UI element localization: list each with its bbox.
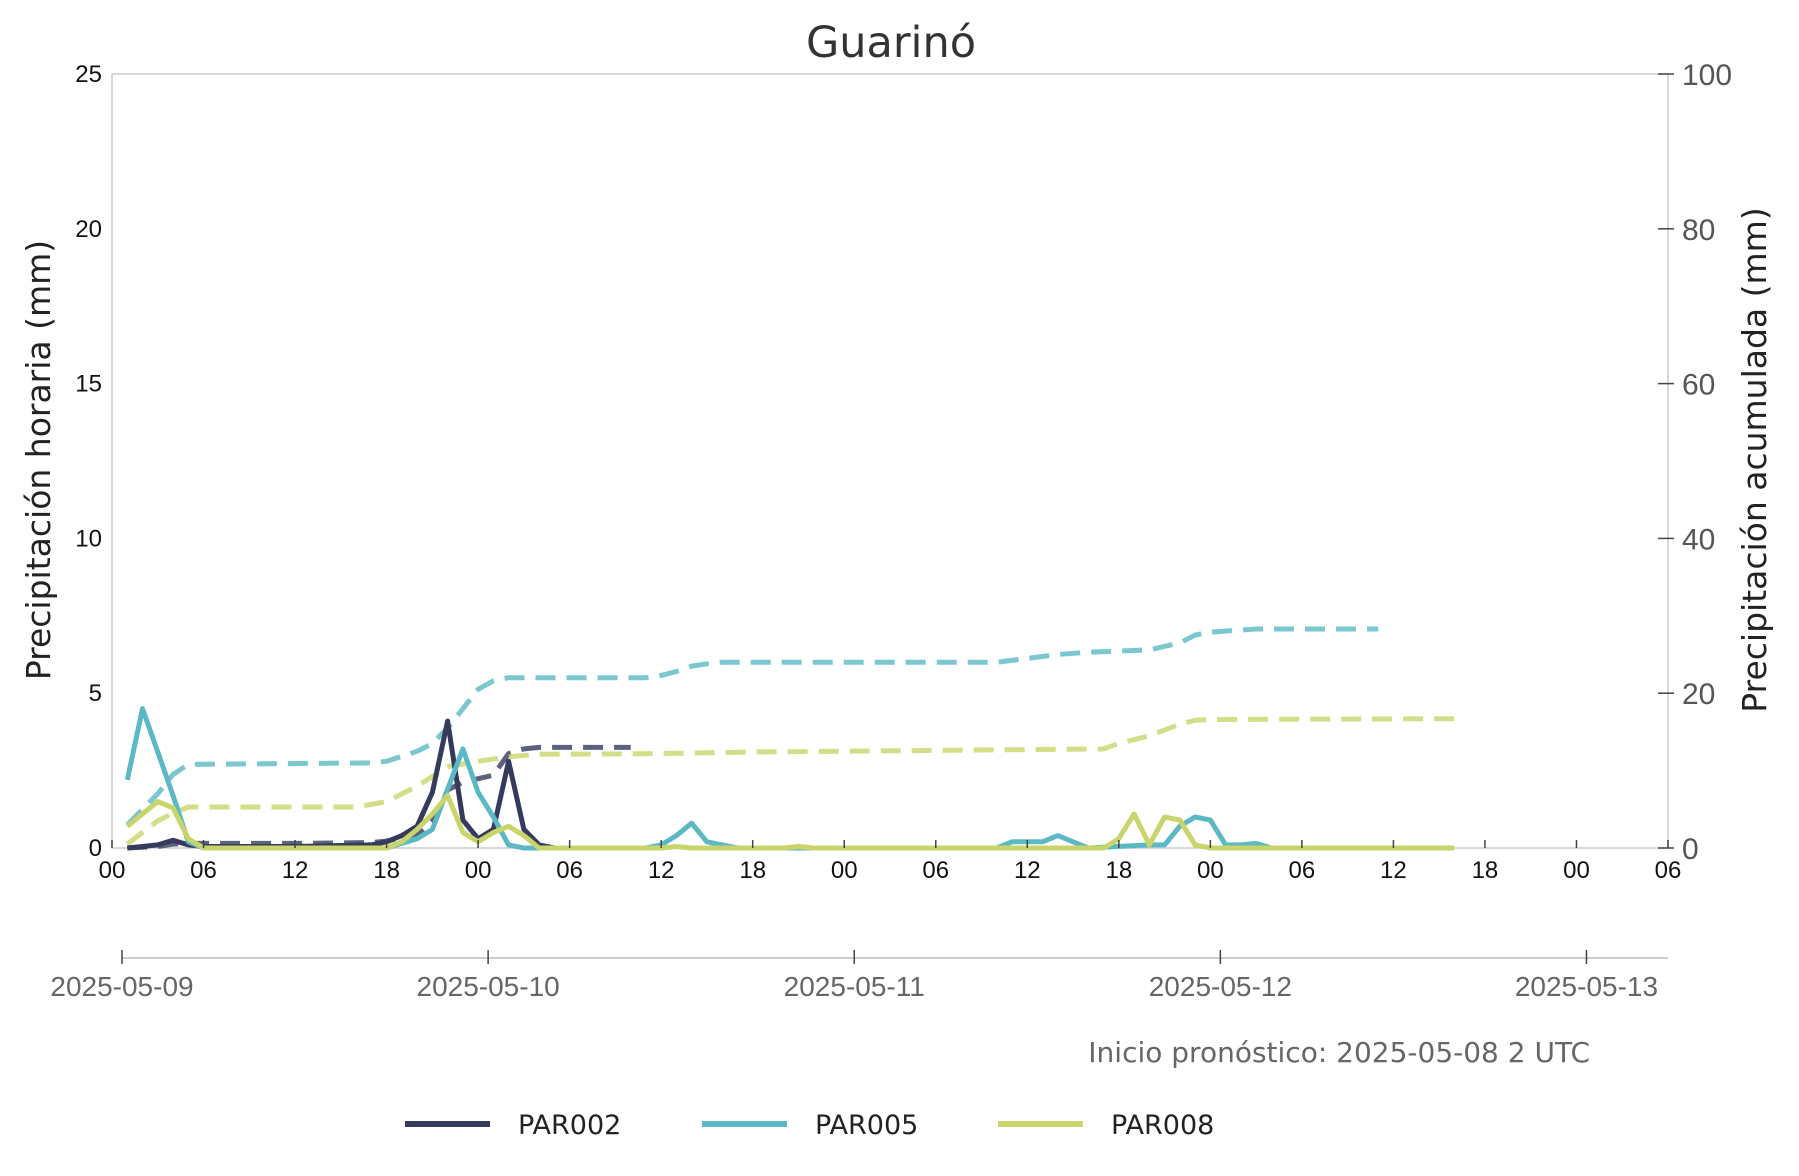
legend-label-par005: PAR005 [815, 1110, 918, 1141]
y-left-tick-label: 5 [89, 680, 102, 707]
x-tick-label: 00 [465, 857, 492, 884]
x-tick-label: 00 [831, 857, 858, 884]
hourly-line-par005 [124, 706, 1394, 851]
x-axis: 00 06 12 18 00 06 12 18 00 06 12 18 00 06 12 18 00 06 [99, 840, 1682, 884]
left-axis: 0 5 10 15 20 25 [75, 61, 102, 862]
forecast-start-note: Inicio pronóstico: 2025-05-08 2 UTC [1088, 1036, 1590, 1069]
plot-border [111, 73, 1669, 849]
series-layer [124, 626, 1455, 851]
y-right-tick-label: 80 [1682, 214, 1715, 247]
y-left-tick-label: 0 [89, 835, 102, 862]
legend: PAR002 PAR005 PAR008 [405, 1110, 1214, 1141]
x-tick-label: 12 [1380, 857, 1407, 884]
y-left-tick-label: 25 [75, 61, 102, 88]
y-left-tick-label: 15 [75, 371, 102, 398]
date-tick-label: 2025-05-11 [784, 971, 925, 1002]
y-right-tick-label: 100 [1682, 59, 1732, 92]
cumulative-line-par005 [125, 626, 1379, 827]
x-tick-label: 12 [648, 857, 675, 884]
x-tick-label: 06 [1289, 857, 1316, 884]
date-tick-label: 2025-05-10 [417, 971, 560, 1002]
x-tick-label: 06 [1655, 857, 1682, 884]
y-right-tick-label: 60 [1682, 369, 1715, 402]
hourly-line-par002 [127, 718, 631, 851]
y-left-tick-label: 10 [75, 525, 102, 552]
y-right-tick-label: 40 [1682, 523, 1715, 556]
x-tick-label: 12 [282, 857, 309, 884]
x-tick-label: 18 [1472, 857, 1499, 884]
x-tick-label: 00 [99, 857, 126, 884]
x-tick-label: 06 [556, 857, 583, 884]
y-right-tick-label: 20 [1682, 678, 1715, 711]
date-tick-label: 2025-05-09 [50, 971, 193, 1002]
x-tick-label: 18 [1105, 857, 1132, 884]
x-tick-label: 12 [1014, 857, 1041, 884]
y-left-tick-label: 20 [75, 216, 102, 243]
chart-title: Guarinó [806, 18, 976, 68]
date-tick-label: 2025-05-13 [1515, 971, 1658, 1002]
x-tick-label: 18 [373, 857, 400, 884]
x-tick-label: 00 [1563, 857, 1590, 884]
x-tick-label: 06 [190, 857, 217, 884]
cumulative-line-par008 [125, 716, 1455, 847]
x-tick-label: 18 [739, 857, 766, 884]
y-right-tick-label: 0 [1682, 833, 1699, 866]
date-axis: 2025-05-09 2025-05-10 2025-05-11 2025-05-12… [50, 950, 1668, 1002]
date-tick-label: 2025-05-12 [1149, 971, 1292, 1002]
right-axis: 0 20 40 60 80 100 [1658, 59, 1732, 866]
plot-frame [111, 73, 1669, 849]
legend-label-par002: PAR002 [518, 1110, 621, 1141]
y-axis-right-label: Precipitación acumulada (mm) [1735, 207, 1774, 712]
x-tick-label: 06 [922, 857, 949, 884]
y-axis-left-label: Precipitación horaria (mm) [19, 240, 58, 680]
hourly-line-par008 [125, 792, 1455, 851]
legend-label-par008: PAR008 [1111, 1110, 1214, 1141]
x-tick-label: 00 [1197, 857, 1224, 884]
